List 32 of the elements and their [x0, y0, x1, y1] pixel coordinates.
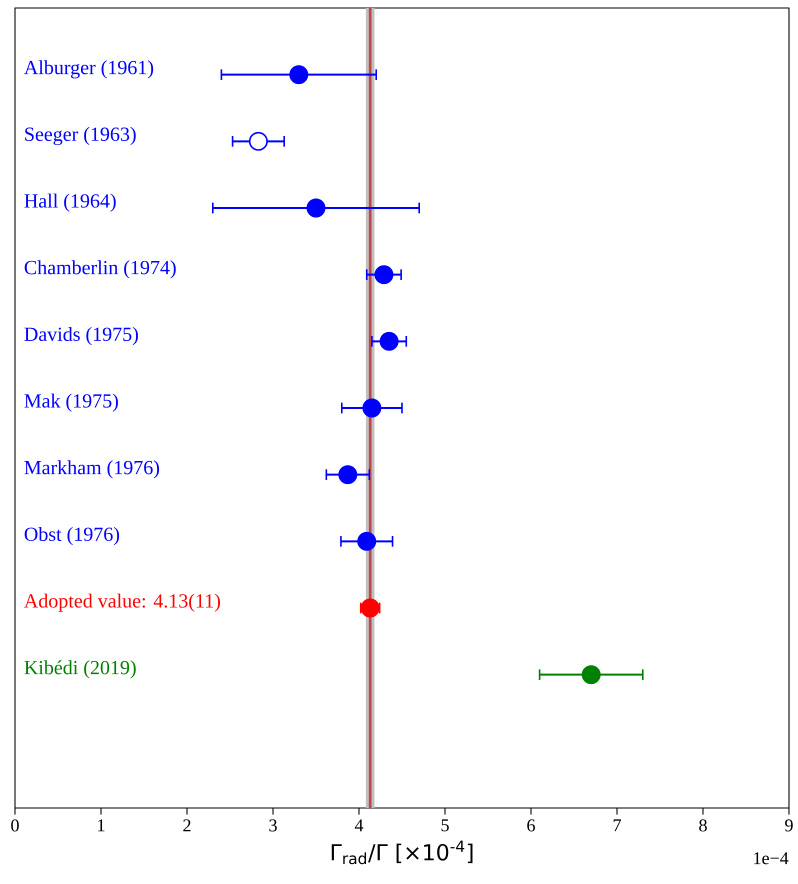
- x-tick-label: 2: [183, 819, 191, 832]
- y-tick-label: Obst (1976): [24, 526, 120, 546]
- y-tick-label: Markham (1976): [24, 460, 160, 478]
- x-tick-label: 9: [785, 819, 793, 832]
- x-tick-label: 8: [699, 819, 707, 832]
- x-tick-label: 5: [442, 819, 449, 832]
- point: [357, 532, 376, 551]
- point: [338, 465, 358, 484]
- x-tick-label: 7: [614, 819, 622, 832]
- y-tick-label: Adopted value: 4.13(11): [24, 594, 220, 612]
- y-tick-label: Mak (1975): [24, 394, 118, 412]
- x-tick-label: 6: [527, 819, 535, 832]
- point: [374, 265, 394, 284]
- x-tick-label: 0: [11, 819, 19, 832]
- x-tick-label: 3: [269, 819, 277, 832]
- point: [289, 65, 308, 84]
- x-axis-title: Γ$_{rad}$/Γ [×10$^{-4}$]: [332, 840, 473, 864]
- point: [360, 598, 380, 618]
- x-tick-label: 1: [98, 819, 104, 832]
- y-tick-label: Seeger (1963): [25, 126, 136, 146]
- point: [380, 332, 399, 351]
- point: [306, 198, 326, 218]
- y-tick-label: Chamberlin (1974): [24, 260, 176, 278]
- point: [248, 132, 268, 151]
- y-tick-label: Alburger (1961): [24, 60, 154, 78]
- point: [582, 665, 601, 684]
- point: [362, 398, 382, 418]
- x-tick-label: 4: [354, 819, 364, 832]
- y-tick-label: Davids (1975): [24, 326, 138, 346]
- y-tick-label: Hall (1964): [24, 194, 116, 212]
- y-tick-label: Kibédi (2019): [24, 660, 136, 678]
- text: 1e−4: [754, 852, 788, 864]
